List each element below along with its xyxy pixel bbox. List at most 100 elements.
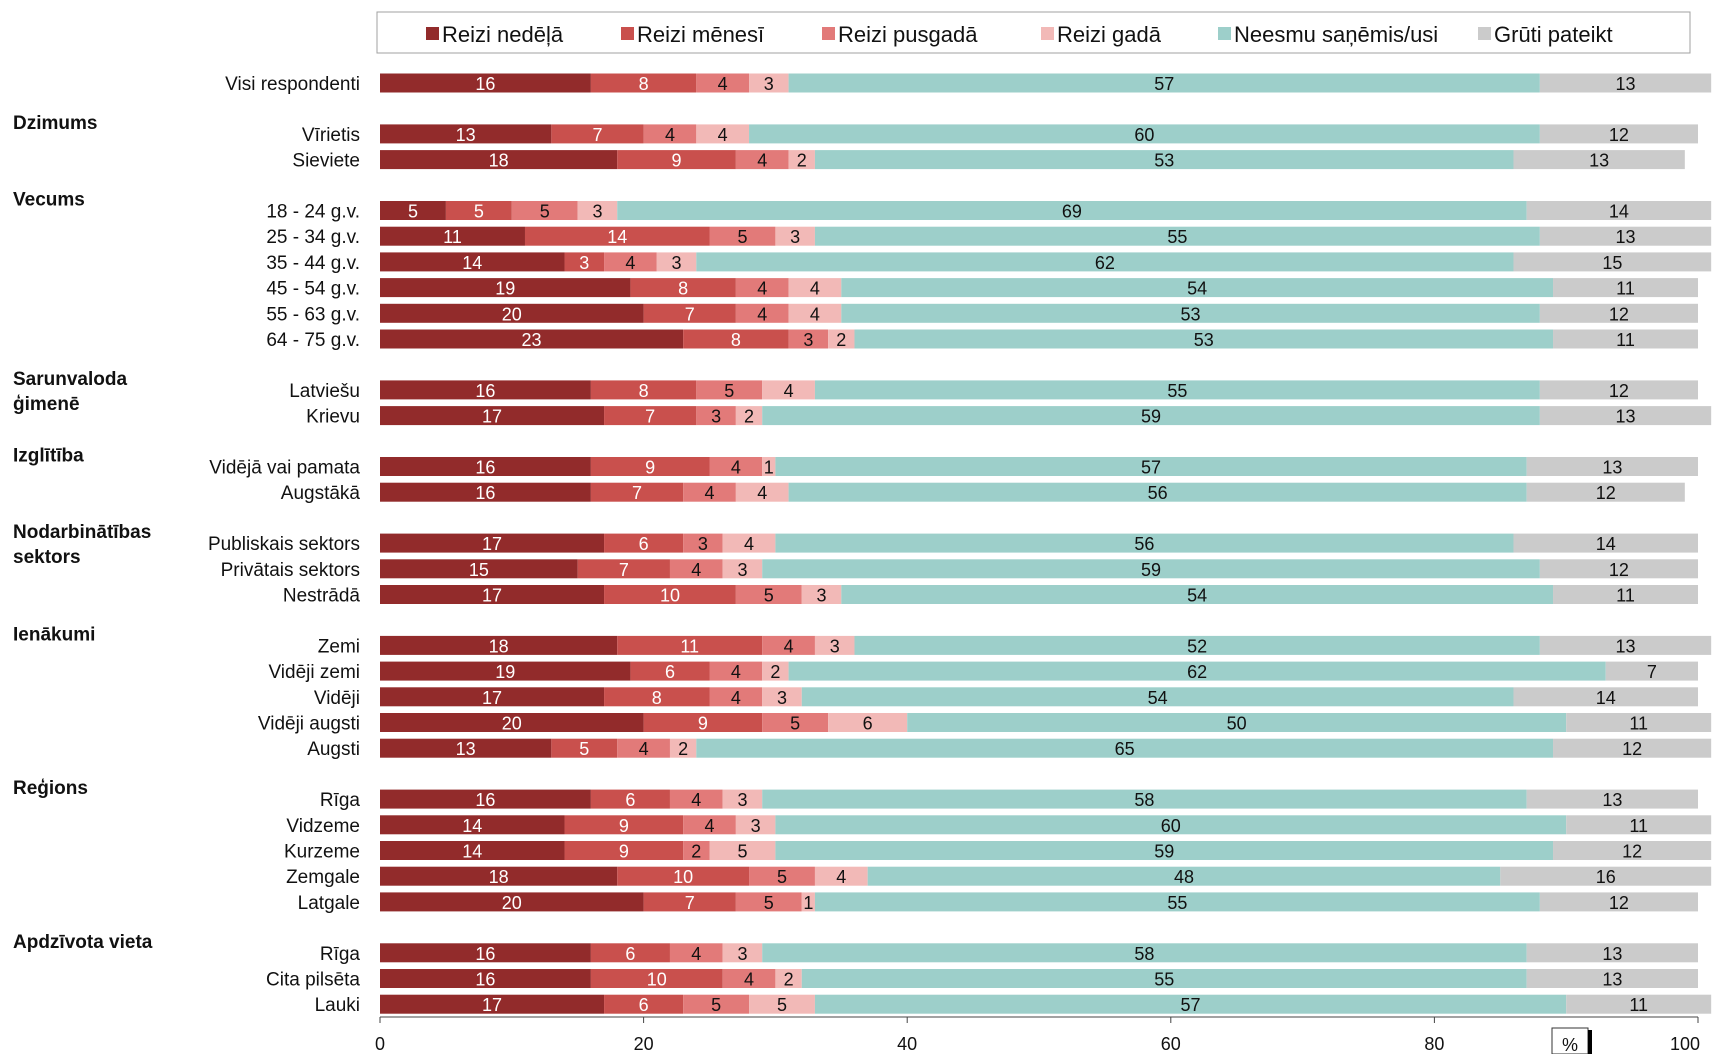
data-label: 20 xyxy=(502,714,522,734)
data-label: 13 xyxy=(1602,944,1622,964)
bar-segment xyxy=(1526,789,1698,809)
group-title: Dzimums xyxy=(13,113,97,134)
data-label: 7 xyxy=(632,483,642,503)
row-label: Lauki xyxy=(315,995,360,1016)
bar-segment xyxy=(1526,969,1698,988)
data-label: 13 xyxy=(1615,407,1635,427)
data-label: 20 xyxy=(502,893,522,913)
bar-segment xyxy=(696,406,736,426)
bar-segment xyxy=(590,457,710,476)
data-label: 11 xyxy=(1629,714,1648,734)
bar-segment xyxy=(380,252,565,272)
bar-segment xyxy=(669,559,723,579)
bar-segment xyxy=(722,789,763,809)
bar-segment xyxy=(380,661,631,681)
bar-row: Privātais sektors 15 7 4 3 59 12 xyxy=(221,559,1698,581)
data-label: 56 xyxy=(1148,483,1168,503)
data-label: 1 xyxy=(803,893,813,913)
bar-segment xyxy=(380,124,552,144)
bar-segment xyxy=(696,738,1554,758)
row-label: Rīga xyxy=(320,790,361,811)
bar-segment xyxy=(604,687,710,707)
bar-row: Vidēji 17 8 4 3 54 14 xyxy=(314,687,1698,709)
data-label: 14 xyxy=(462,842,482,862)
bar-segment xyxy=(643,303,736,323)
data-label: 4 xyxy=(836,867,846,887)
group-titles: Dzimums Vecums Sarunvaloda ģimenē Izglītība N… xyxy=(13,113,153,953)
group-title: Nodarbinātības xyxy=(13,522,151,543)
data-label: 3 xyxy=(737,560,747,580)
bar-segment xyxy=(775,815,1567,835)
bar-segment xyxy=(445,201,512,220)
data-label: 62 xyxy=(1187,662,1207,682)
bar-segment xyxy=(814,226,1540,246)
data-label: 11 xyxy=(680,636,699,656)
data-label: 14 xyxy=(1609,202,1629,222)
data-label: 3 xyxy=(751,816,761,836)
data-label: 13 xyxy=(1602,970,1622,990)
data-label: 16 xyxy=(475,970,495,990)
row-label: Cita pilsēta xyxy=(266,970,360,991)
data-label: 7 xyxy=(685,893,695,913)
data-label: 12 xyxy=(1596,483,1616,503)
data-label: 2 xyxy=(678,739,688,759)
bar-segment xyxy=(722,943,763,963)
bar-segment xyxy=(1513,252,1712,272)
bar-segment xyxy=(762,380,815,400)
data-label: 4 xyxy=(810,279,820,299)
data-label: 3 xyxy=(711,407,721,427)
bar-row: Vidzeme 14 9 4 3 60 11 xyxy=(286,815,1712,837)
data-label: 11 xyxy=(1616,586,1635,606)
row-label: 64 - 75 g.v. xyxy=(266,330,360,351)
row-label: Zemgale xyxy=(286,867,360,888)
group-title: Reģions xyxy=(13,778,88,799)
bar-row: Latgale 20 7 5 1 55 12 xyxy=(298,892,1698,914)
data-label: 8 xyxy=(639,74,649,94)
data-label: 10 xyxy=(660,586,680,606)
data-label: 12 xyxy=(1622,842,1642,862)
row-label: Augstākā xyxy=(281,483,361,504)
data-label: 16 xyxy=(475,458,495,478)
data-label: 12 xyxy=(1609,381,1629,401)
bar-segment xyxy=(709,457,763,476)
bar-segment xyxy=(380,635,618,655)
data-label: 4 xyxy=(691,790,701,810)
data-label: 13 xyxy=(1615,636,1635,656)
data-label: 3 xyxy=(803,330,813,350)
bar-segment xyxy=(643,124,697,144)
bar-segment xyxy=(735,303,789,323)
data-label: 15 xyxy=(469,560,489,580)
bar-segment xyxy=(683,994,750,1014)
bar-segment xyxy=(683,841,710,860)
bar-segment xyxy=(1553,738,1712,758)
data-label: 7 xyxy=(645,407,655,427)
data-label: 59 xyxy=(1141,560,1161,580)
data-label: 9 xyxy=(619,842,629,862)
row-label: Vidzeme xyxy=(286,816,360,837)
bar-segment xyxy=(380,866,618,886)
bar-row: Cita pilsēta 16 10 4 2 55 13 xyxy=(266,969,1698,991)
data-label: 58 xyxy=(1134,944,1154,964)
data-label: 5 xyxy=(579,739,589,759)
data-label: 5 xyxy=(737,227,747,247)
bar-row: Augstākā 16 7 4 4 56 12 xyxy=(281,482,1685,504)
bar-segment xyxy=(1539,226,1712,246)
data-label: 4 xyxy=(704,483,714,503)
data-label: 3 xyxy=(777,688,787,708)
bar-row: 35 - 44 g.v. 14 3 4 3 62 15 xyxy=(266,252,1712,274)
bar-segment xyxy=(709,661,763,681)
bar-row: Publiskais sektors 17 6 3 4 56 14 xyxy=(208,533,1698,555)
bar-segment xyxy=(590,482,684,502)
data-label: 16 xyxy=(475,483,495,503)
bar-segment xyxy=(669,943,723,963)
bar-segment xyxy=(814,380,1540,400)
bar-segment xyxy=(801,892,815,912)
bar-segment xyxy=(801,969,1527,988)
data-label: 13 xyxy=(1589,151,1609,171)
bar-segment xyxy=(380,943,591,963)
data-label: 4 xyxy=(757,151,767,171)
x-axis: 0 20 40 60 80 100% xyxy=(375,1016,1700,1054)
bar-segment xyxy=(564,841,684,860)
data-label: 4 xyxy=(691,944,701,964)
